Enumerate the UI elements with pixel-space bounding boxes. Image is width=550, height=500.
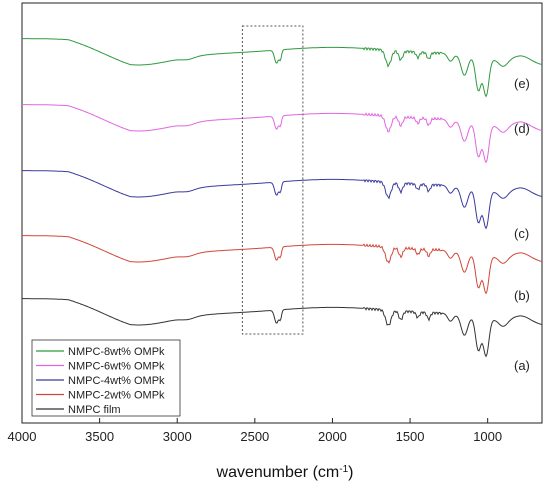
curve-labels: (e) (d) (c) (b) (a) xyxy=(514,76,530,373)
x-tick-label-3500: 3500 xyxy=(85,429,114,444)
curve-label-c: (c) xyxy=(514,226,529,241)
series-line-e xyxy=(22,39,542,97)
legend-entry: NMPC-2wt% OMPk xyxy=(68,390,165,402)
x-tick-label-1500: 1500 xyxy=(396,429,425,444)
legend: NMPC-8wt% OMPk NMPC-6wt% OMPk NMPC-4wt% OM… xyxy=(32,340,180,416)
series-line-d xyxy=(22,105,542,163)
legend-entry: NMPC-8wt% OMPk xyxy=(68,346,165,358)
series-line-b xyxy=(22,236,542,294)
curves-group xyxy=(22,39,542,357)
x-tick-label-1000: 1000 xyxy=(473,429,502,444)
x-axis-title: wavenumber (cm-1) xyxy=(216,464,354,482)
curve-label-b: (b) xyxy=(514,288,530,303)
curve-label-d: (d) xyxy=(514,121,530,136)
legend-entry: NMPC-4wt% OMPk xyxy=(68,375,165,387)
x-ticks: 4000 3500 3000 2500 2000 1500 1000 xyxy=(8,418,503,444)
highlight-box xyxy=(242,26,303,334)
x-tick-label-2000: 2000 xyxy=(318,429,347,444)
curve-label-e: (e) xyxy=(514,76,530,91)
series-line-c xyxy=(22,171,542,229)
x-tick-label-4000: 4000 xyxy=(8,429,37,444)
x-tick-label-3000: 3000 xyxy=(163,429,192,444)
legend-entry: NMPC-6wt% OMPk xyxy=(68,361,165,373)
curve-label-a: (a) xyxy=(514,358,530,373)
x-tick-label-2500: 2500 xyxy=(240,429,269,444)
legend-entry: NMPC film xyxy=(68,404,121,416)
